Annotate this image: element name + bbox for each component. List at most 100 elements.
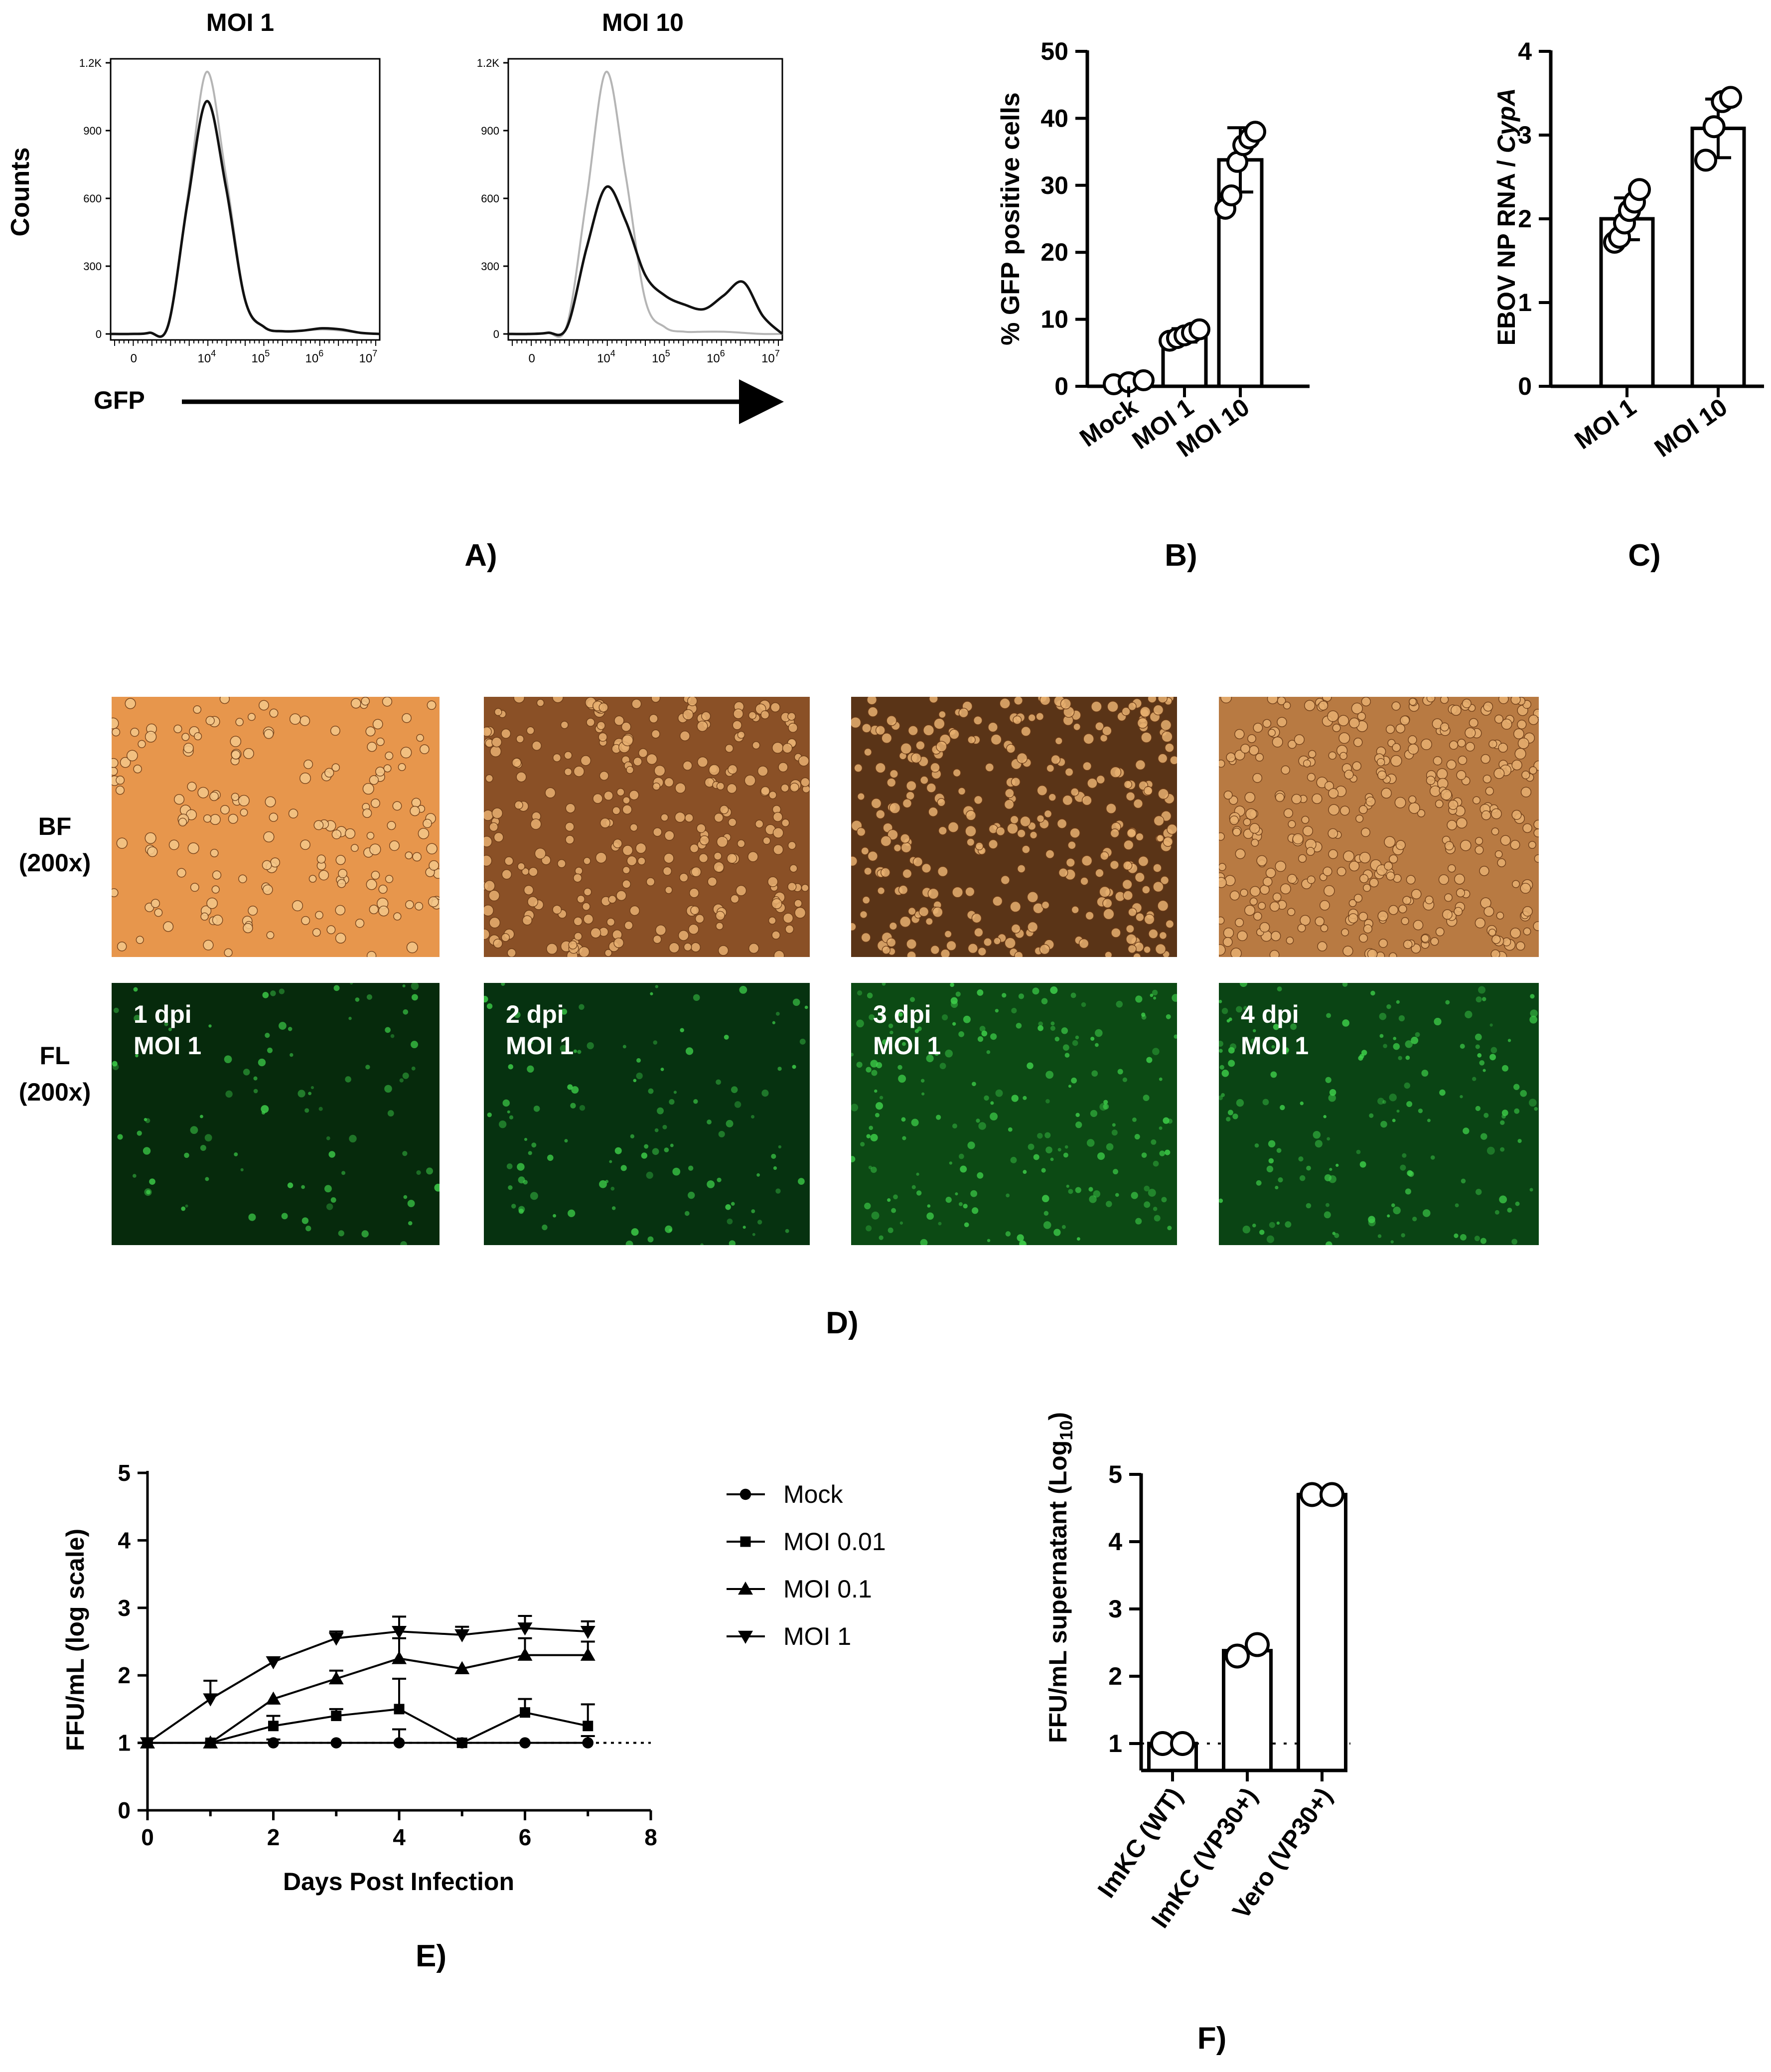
y-tick-label: 1 (1518, 289, 1532, 317)
data-marker (394, 1704, 405, 1715)
bf-cell (771, 742, 784, 754)
bf-cell (938, 826, 947, 835)
bf-cell (488, 890, 500, 902)
fl-spot (1057, 1148, 1061, 1152)
fl-spot (896, 1039, 901, 1043)
bf-cell (299, 772, 311, 784)
fl-spot (200, 1115, 203, 1118)
bf-cell (1456, 770, 1467, 781)
fl-spot (990, 1033, 997, 1040)
fl-spot (875, 1102, 884, 1110)
bf-cell (1291, 794, 1302, 804)
x-tick-label: 106 (707, 348, 725, 365)
bf-cell (265, 796, 276, 807)
bf-cell (1341, 928, 1349, 937)
bf-cell (1516, 941, 1525, 951)
bf-cell (780, 784, 789, 793)
bf-cell (1095, 868, 1104, 878)
bf-cell (1250, 886, 1261, 897)
bf-cell (1125, 792, 1136, 801)
bf-cell (1533, 921, 1539, 931)
fl-spot (888, 1023, 893, 1028)
bf-cell (919, 776, 929, 785)
bf-cell (1247, 734, 1256, 743)
bf-cell (1056, 818, 1067, 829)
data-marker (392, 1625, 407, 1639)
fl-spot (1396, 1110, 1400, 1113)
fl-spot (146, 1190, 151, 1195)
bf-cell (1336, 867, 1346, 876)
bf-cell (1153, 704, 1164, 716)
fl-spot (778, 1145, 782, 1149)
fl-spot (1165, 1149, 1171, 1155)
fl-spot (486, 1003, 493, 1009)
bf-cell (1288, 820, 1296, 828)
bf-cell (427, 700, 437, 710)
bf-cell (1406, 875, 1416, 885)
fl-spot (726, 1119, 734, 1127)
bf-cell (345, 828, 356, 839)
bf-cell (415, 902, 424, 911)
fl-spot (508, 1064, 513, 1070)
fl-spot (1153, 996, 1157, 1000)
fl-spot (1306, 1203, 1312, 1209)
panel-letter-d: D) (826, 1306, 858, 1340)
fl-spot (1393, 1206, 1401, 1215)
bf-cell (940, 949, 951, 957)
bf-cell (622, 866, 630, 874)
fl-spot (587, 1042, 594, 1050)
fl-spot (869, 1014, 875, 1020)
bf-cell (911, 753, 922, 764)
fl-spot (1088, 1187, 1093, 1192)
bf-cell (646, 877, 655, 887)
x-tick-label: 0 (528, 352, 535, 365)
fl-spot (281, 1213, 288, 1220)
y-tick-label: 4 (118, 1527, 131, 1553)
bf-cell (1510, 697, 1521, 705)
fl-spot (660, 1067, 664, 1071)
fl-spot (1268, 1158, 1274, 1164)
bf-cell (176, 868, 186, 878)
bf-cell (361, 697, 370, 706)
legend-label: Mock (783, 1480, 843, 1508)
fl-spot (1454, 1233, 1459, 1238)
y-tick-label: 1 (118, 1730, 131, 1756)
fl-spot (387, 1110, 394, 1116)
bf-cell (697, 720, 708, 732)
fl-spot (384, 1085, 392, 1093)
bf-cell (392, 801, 402, 811)
fl-spot (1095, 1043, 1099, 1047)
fl-spot (955, 1192, 958, 1196)
fl-spot (1402, 1153, 1407, 1158)
fl-spot (1016, 1023, 1022, 1029)
row-label-fl-mag: (200x) (19, 1078, 91, 1106)
fl-spot (1271, 1045, 1275, 1049)
bf-cell (716, 922, 724, 930)
fl-spot (662, 1124, 667, 1129)
fl-spot (1278, 1177, 1283, 1183)
fl-spot (752, 1233, 755, 1236)
bf-cell (1219, 916, 1225, 925)
y-tick-label: 1.2K (79, 57, 102, 69)
bf-cell (867, 697, 878, 705)
fl-spot (1479, 1060, 1485, 1066)
bf-cell (1107, 700, 1119, 713)
bf-cell (985, 763, 995, 772)
bf-cell (211, 885, 220, 894)
fl-spot (889, 1030, 893, 1035)
fl-spot (887, 1198, 891, 1202)
bf-cell (181, 733, 190, 741)
panel-letter-f: F) (1197, 2021, 1227, 2056)
bf-cell (173, 794, 185, 805)
fl-spot (630, 1134, 635, 1138)
fl-spot (185, 1204, 188, 1208)
bf-cell (1283, 701, 1291, 710)
bf-cell (1534, 854, 1539, 863)
bf-cell (1391, 701, 1401, 711)
bf-cell (684, 813, 694, 822)
fl-spot (1144, 1201, 1151, 1208)
data-marker (203, 1735, 218, 1749)
